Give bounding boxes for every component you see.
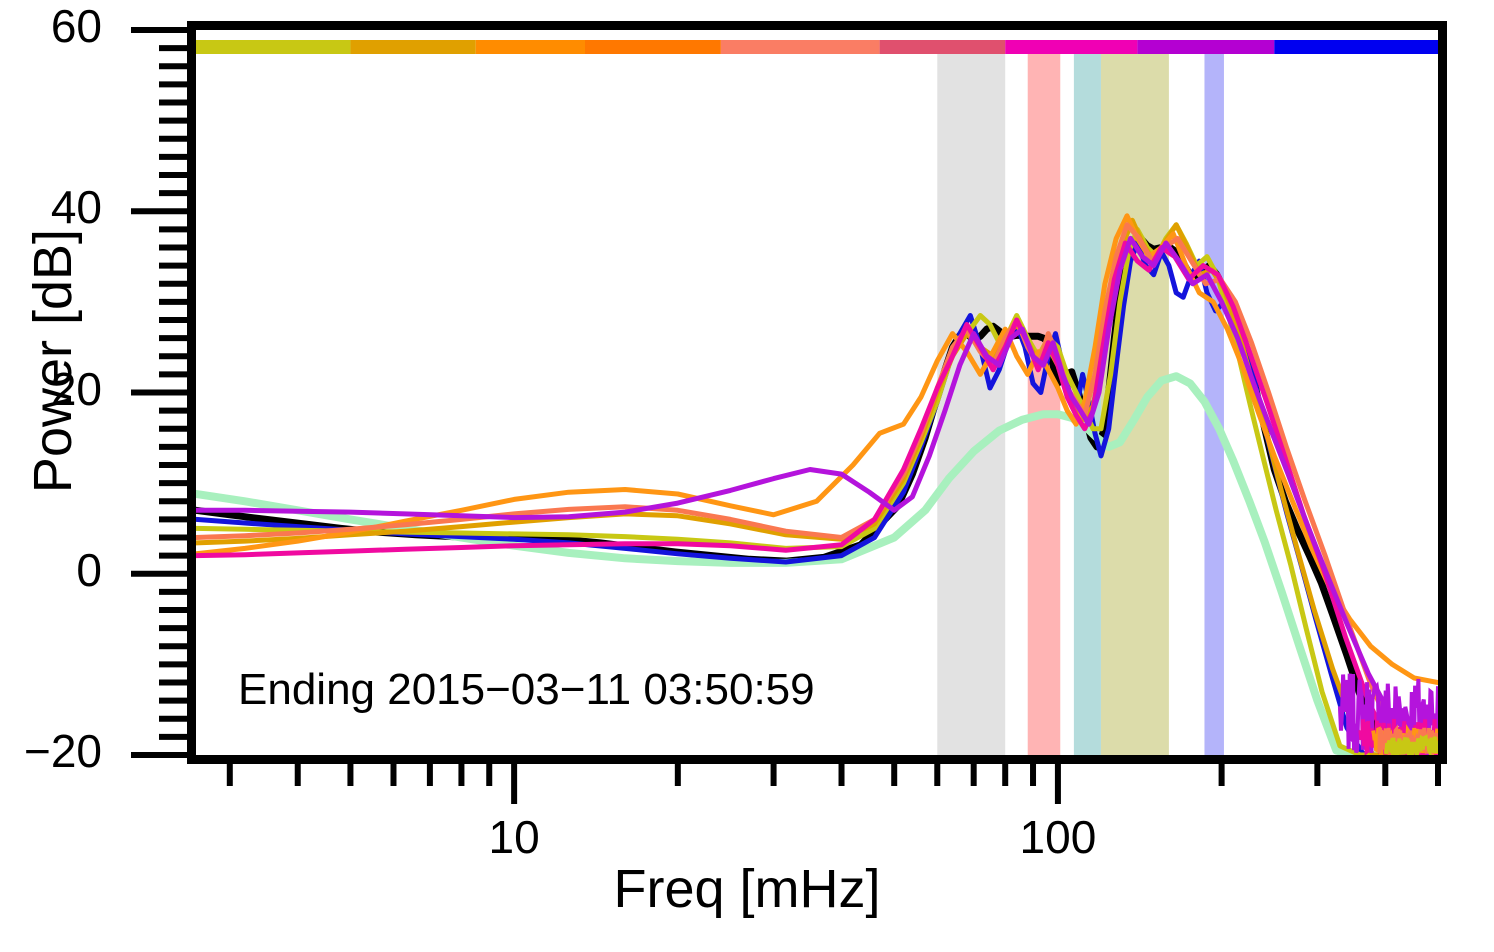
y-minor-tick	[159, 443, 187, 450]
y-minor-tick	[159, 317, 187, 323]
y-minor-tick	[159, 99, 187, 106]
x-minor-tick	[486, 764, 493, 786]
series-trace-purple	[196, 235, 1438, 749]
y-minor-tick	[159, 244, 187, 251]
y-minor-tick	[159, 625, 187, 632]
y-minor-tick	[159, 679, 187, 686]
y-minor-tick	[159, 498, 187, 505]
x-minor-tick	[1435, 764, 1441, 786]
y-minor-tick	[159, 262, 187, 269]
x-major-tick	[511, 764, 518, 804]
y-minor-tick	[159, 190, 187, 197]
x-minor-tick	[426, 764, 433, 786]
x-tick-label: 10	[488, 811, 540, 863]
colorbar-segment-1	[350, 40, 476, 54]
y-minor-tick	[159, 117, 187, 124]
y-tick-label: 0	[76, 543, 102, 596]
y-tick-label: 60	[50, 0, 102, 52]
y-major-tick	[131, 27, 187, 33]
y-minor-tick	[159, 63, 187, 70]
y-minor-tick	[159, 588, 187, 595]
x-minor-tick	[1218, 764, 1225, 786]
x-minor-tick	[970, 764, 977, 786]
x-minor-tick	[390, 764, 397, 786]
y-minor-tick	[159, 480, 187, 487]
y-minor-tick	[159, 552, 187, 559]
y-minor-tick	[159, 715, 187, 722]
colorbar-segment-0	[196, 40, 351, 54]
noise-tail	[1337, 673, 1438, 755]
colorbar-segment-6	[1005, 40, 1138, 54]
x-minor-tick	[934, 764, 941, 786]
series-trace-olive	[196, 222, 1438, 755]
band-pink	[1027, 54, 1061, 755]
y-minor-tick	[159, 607, 187, 613]
y-major-tick	[131, 570, 187, 577]
y-minor-tick	[159, 516, 187, 523]
y-major-tick	[131, 752, 187, 758]
x-minor-tick	[226, 764, 233, 786]
y-minor-tick	[159, 45, 187, 52]
x-axis-title: Freq [mHz]	[613, 859, 881, 919]
y-minor-tick	[159, 697, 187, 704]
y-minor-tick	[159, 335, 187, 342]
x-minor-tick	[838, 764, 845, 786]
x-tick-label: 100	[1019, 811, 1097, 863]
series-trace-magenta	[196, 240, 1438, 755]
colorbar-segment-3	[585, 40, 721, 54]
y-minor-tick	[159, 407, 187, 414]
colorbar-segment-5	[879, 40, 1006, 54]
y-major-tick	[131, 389, 187, 396]
y-minor-tick	[159, 135, 187, 142]
y-tick-label: 40	[50, 181, 102, 234]
x-minor-tick	[1030, 764, 1037, 786]
x-minor-tick	[347, 764, 354, 786]
y-minor-tick	[159, 371, 187, 378]
y-minor-tick	[159, 172, 187, 178]
axis-frame-right	[1438, 21, 1447, 764]
x-minor-tick	[770, 764, 777, 786]
colorbar-segment-7	[1137, 40, 1275, 54]
y-minor-tick	[159, 280, 187, 287]
y-minor-tick	[159, 733, 187, 740]
y-minor-tick	[159, 534, 187, 541]
y-minor-tick	[159, 661, 187, 668]
x-minor-tick	[674, 764, 681, 786]
x-minor-tick	[294, 764, 301, 786]
x-major-tick	[1054, 764, 1061, 804]
noise-tail	[1383, 734, 1438, 755]
y-major-tick	[131, 208, 187, 215]
y-minor-tick	[159, 462, 187, 468]
series-group	[196, 213, 1438, 755]
ending-timestamp-annotation: Ending 2015−03−11 03:50:59	[238, 665, 815, 714]
y-minor-tick	[159, 81, 187, 88]
x-minor-tick	[1002, 764, 1009, 786]
y-minor-tick	[159, 643, 187, 650]
y-minor-tick	[159, 298, 187, 305]
y-minor-tick	[159, 153, 187, 160]
y-tick-label: 20	[50, 362, 102, 415]
plot-background	[196, 30, 1438, 755]
x-minor-tick	[1382, 764, 1389, 786]
y-minor-tick	[159, 226, 187, 233]
band-periwinkle	[1204, 54, 1224, 755]
colorbar-segment-2	[475, 40, 586, 54]
axis-frame-left	[187, 21, 196, 764]
axis-frame-bottom	[187, 755, 1447, 764]
y-tick-label: −20	[23, 725, 102, 777]
x-minor-tick	[891, 764, 898, 786]
noise-floor-group	[1337, 673, 1438, 755]
colorbar-segment-8	[1274, 40, 1438, 54]
y-minor-tick	[159, 353, 187, 360]
x-minor-tick	[458, 764, 465, 786]
x-minor-tick	[1314, 764, 1321, 786]
series-trace-orange	[196, 213, 1438, 685]
colorbar-segment-4	[720, 40, 880, 54]
axis-frame-top	[187, 21, 1447, 30]
y-minor-tick	[159, 425, 187, 432]
